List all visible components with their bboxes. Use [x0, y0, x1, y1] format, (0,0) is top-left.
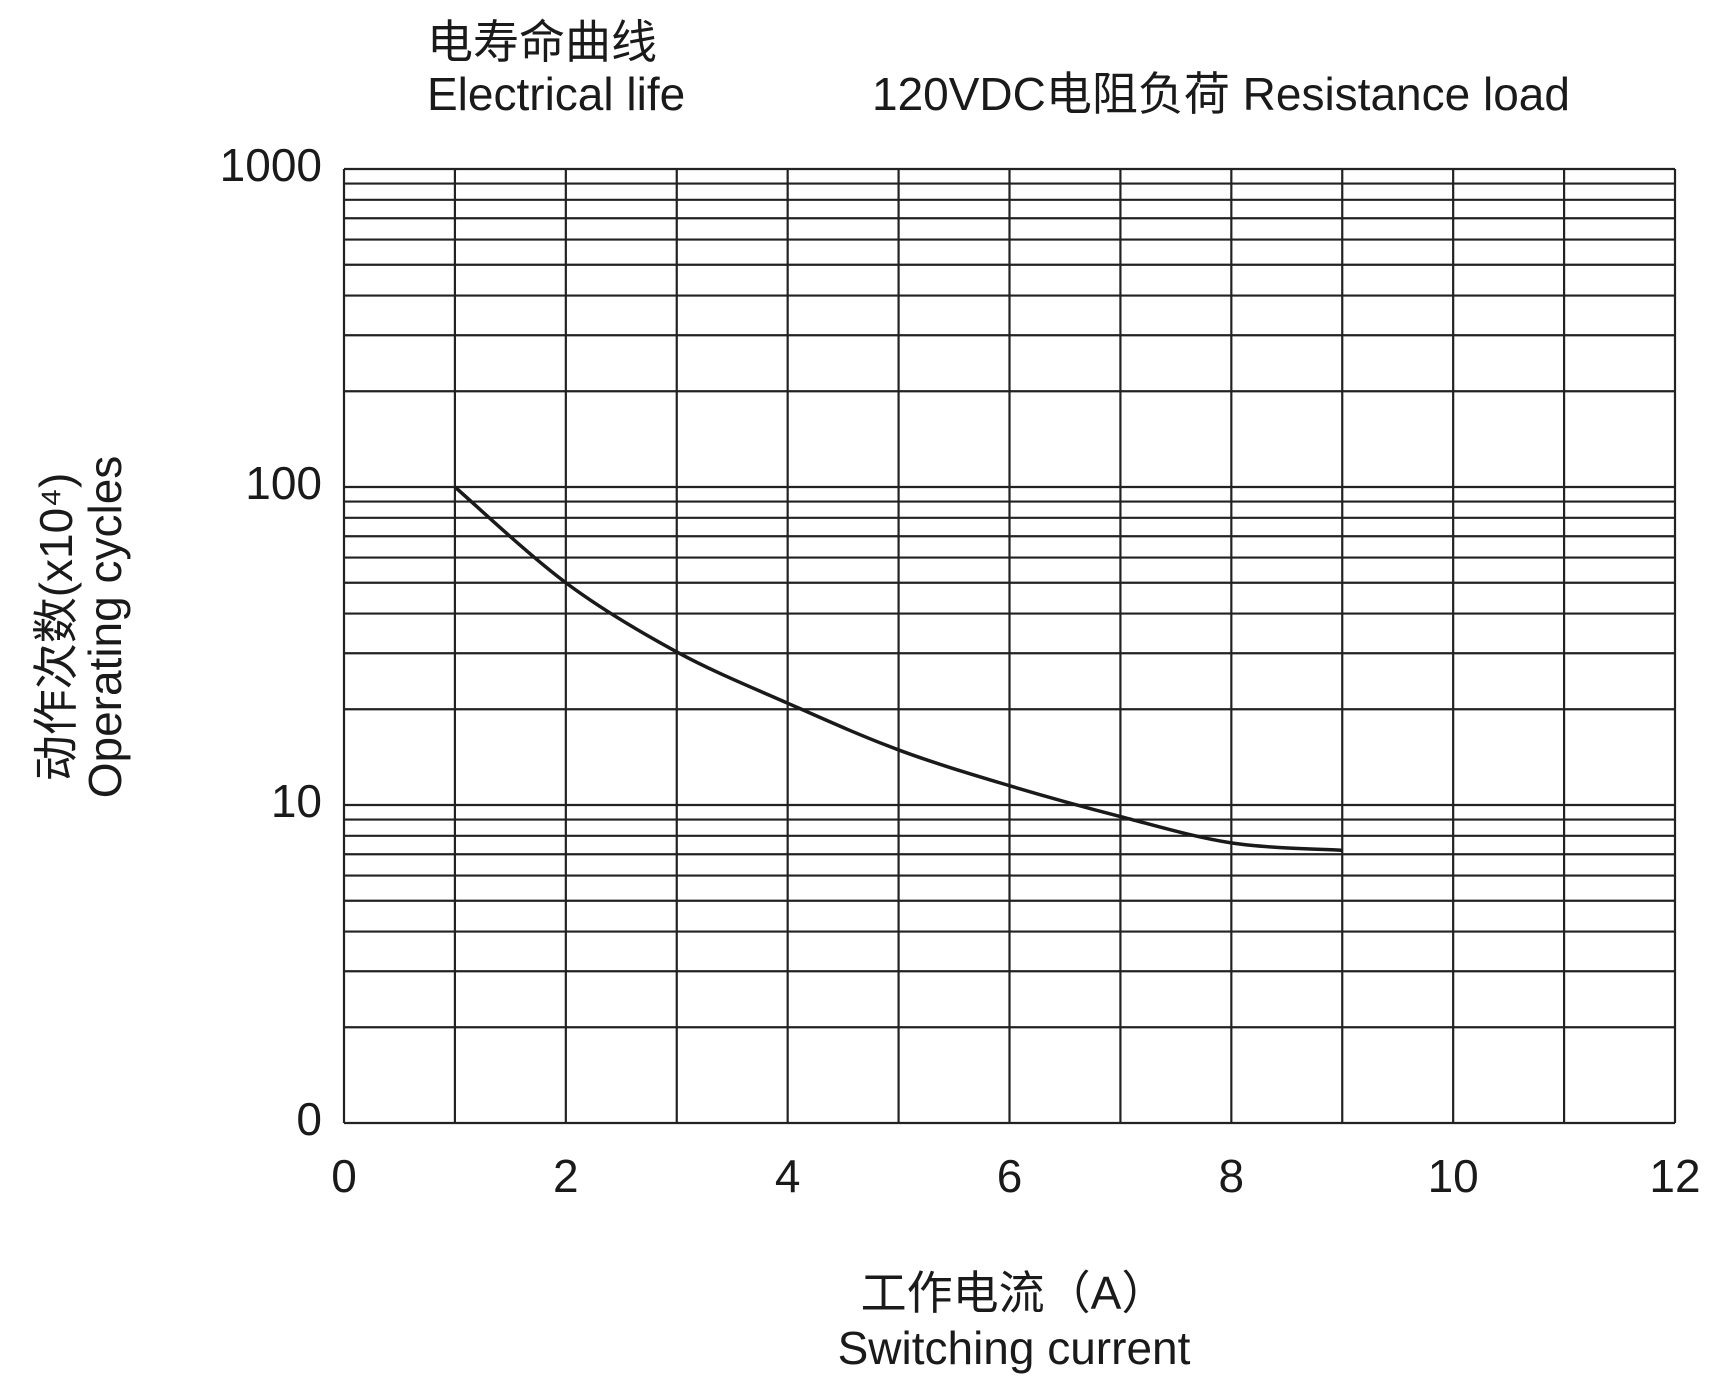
- chart-subtitle: Electrical life: [427, 68, 685, 120]
- x-tick-label: 2: [553, 1150, 579, 1202]
- y-tick-label: 1000: [220, 139, 322, 191]
- x-axis-label: Switching current: [838, 1322, 1191, 1374]
- x-tick-label: 12: [1649, 1150, 1700, 1202]
- x-tick-label: 4: [775, 1150, 801, 1202]
- y-tick-label: 0: [296, 1093, 322, 1145]
- chart-title: 电寿命曲线: [427, 16, 657, 68]
- y-tick-label: 100: [245, 457, 322, 509]
- annotation: 120VDC电阻负荷 Resistance load: [872, 68, 1570, 120]
- x-tick-label: 8: [1219, 1150, 1245, 1202]
- y-axis-label: Operating cycles: [79, 456, 131, 799]
- y-axis-label: 动作次数(x10⁴): [30, 473, 82, 782]
- data-line: [453, 485, 1343, 853]
- x-tick-label: 6: [997, 1150, 1023, 1202]
- x-tick-label: 0: [331, 1150, 357, 1202]
- x-axis-label: 工作电流（A）: [861, 1267, 1168, 1319]
- y-tick-label: 10: [271, 775, 322, 827]
- x-tick-label: 10: [1428, 1150, 1479, 1202]
